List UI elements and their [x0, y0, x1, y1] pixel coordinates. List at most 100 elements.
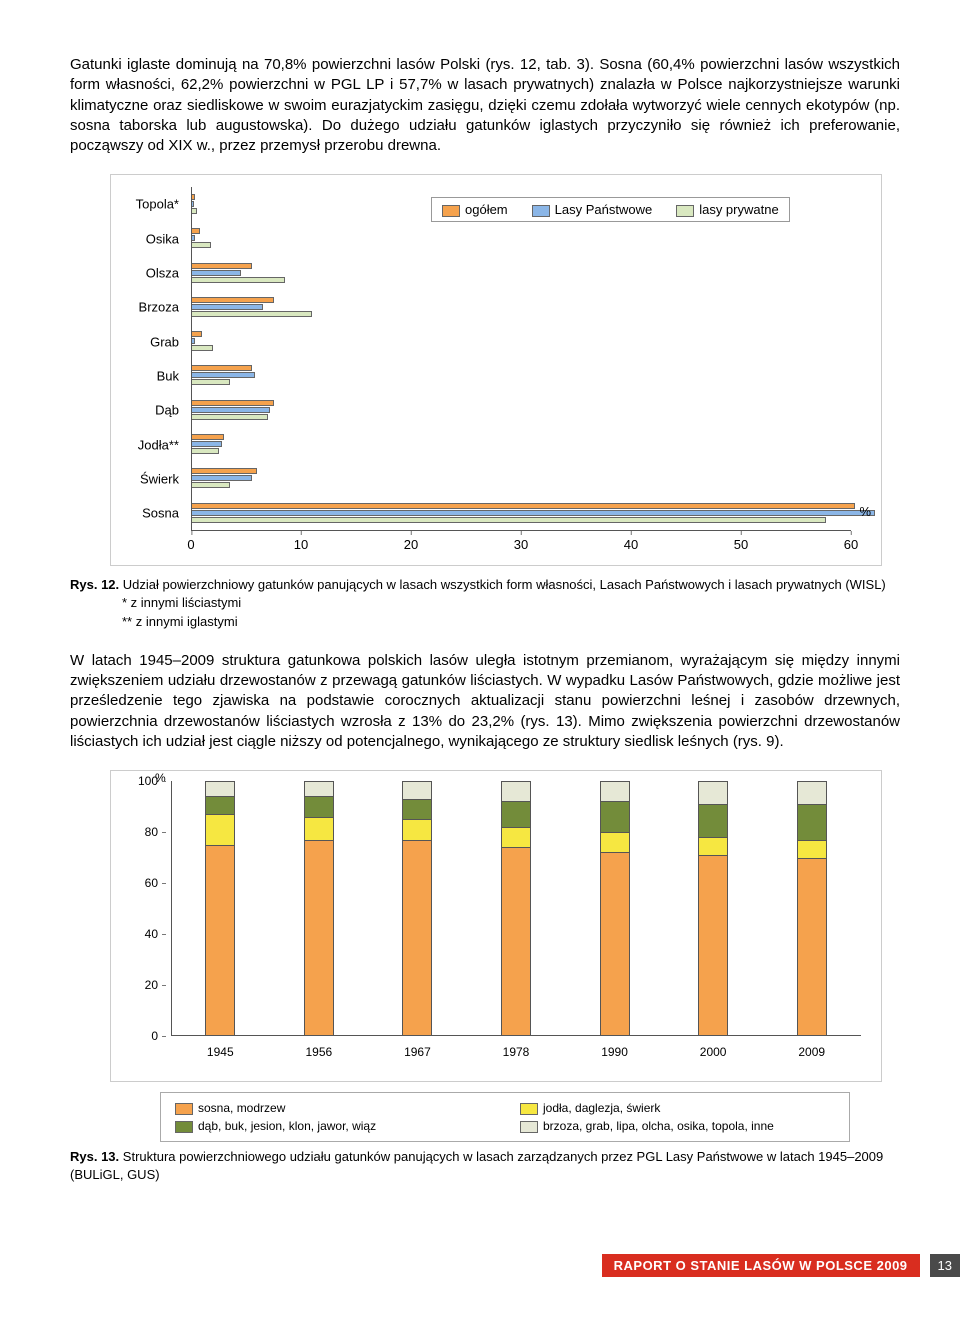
percent-sign: % [859, 504, 871, 519]
column-segment [797, 840, 827, 858]
chart1-bar [191, 228, 200, 234]
column-segment [402, 819, 432, 839]
chart2-xlabel: 1956 [305, 1045, 332, 1059]
column-segment [501, 781, 531, 801]
chart1-bar [191, 414, 268, 420]
column-segment [698, 855, 728, 1036]
chart2-xlabel: 1990 [601, 1045, 628, 1059]
chart1-bar [191, 517, 826, 523]
chart1-category-label: Olsza [146, 267, 179, 280]
chart2-ytick: 60 [145, 876, 158, 890]
column-segment [205, 796, 235, 814]
stacked-column [501, 781, 531, 1036]
column-segment [501, 827, 531, 847]
chart2-ytick: 20 [145, 978, 158, 992]
column-segment [797, 858, 827, 1037]
chart1-category-label: Świerk [140, 472, 179, 485]
chart2-ytick: 40 [145, 927, 158, 941]
body-paragraph-2: W latach 1945–2009 struktura gatunkowa p… [70, 651, 900, 752]
column-segment [698, 837, 728, 855]
column-segment [205, 845, 235, 1036]
legend-item: brzoza, grab, lipa, olcha, osika, topola… [520, 1119, 835, 1133]
chart1-bar [191, 400, 274, 406]
chart1-bar [191, 345, 213, 351]
chart2-xlabel: 1978 [503, 1045, 530, 1059]
column-segment [600, 781, 630, 801]
legend-item: Lasy Państwowe [532, 202, 653, 217]
legend-item: dąb, buk, jesion, klon, jawor, wiąz [175, 1119, 490, 1133]
legend-item: ogółem [442, 202, 508, 217]
column-segment [797, 781, 827, 804]
column-segment [600, 852, 630, 1036]
chart1-category-label: Sosna [142, 507, 179, 520]
column-segment [698, 781, 728, 804]
chart1-category-label: Jodła** [138, 438, 179, 451]
column-segment [304, 840, 334, 1036]
chart1-xtick: 40 [624, 537, 638, 552]
chart1-xtick: 60 [844, 537, 858, 552]
chart1-bar [191, 297, 274, 303]
chart2-xlabel: 2000 [700, 1045, 727, 1059]
chart1-bar [191, 407, 270, 413]
chart1-xtick: 30 [514, 537, 528, 552]
chart1-xtick: 0 [187, 537, 194, 552]
chart2-legend: sosna, modrzewjodła, daglezja, świerkdąb… [160, 1092, 850, 1142]
column-segment [304, 781, 334, 796]
chart1-bar [191, 503, 855, 509]
chart1-bar [191, 331, 202, 337]
column-segment [402, 840, 432, 1036]
column-segment [600, 832, 630, 852]
intro-paragraph: Gatunki iglaste dominują na 70,8% powier… [70, 55, 900, 156]
chart2-xlabel: 1945 [207, 1045, 234, 1059]
stacked-column [797, 781, 827, 1036]
stacked-column [698, 781, 728, 1036]
chart2-xlabel: 1967 [404, 1045, 431, 1059]
chart1-bar [191, 304, 263, 310]
stacked-column [304, 781, 334, 1036]
column-segment [205, 781, 235, 796]
footer-title: RAPORT O STANIE LASÓW W POLSCE 2009 [602, 1254, 920, 1277]
chart1-xtick: 50 [734, 537, 748, 552]
chart1-bar [191, 448, 219, 454]
chart1-bar [191, 475, 252, 481]
stacked-column [600, 781, 630, 1036]
fig12-caption: Rys. 12. Udział powierzchniowy gatunków … [70, 576, 900, 631]
legend-item: jodła, daglezja, świerk [520, 1101, 835, 1115]
chart1-category-label: Buk [157, 369, 179, 382]
species-structure-chart: % 020406080100 1945195619671978199020002… [110, 770, 882, 1082]
chart1-bar [191, 379, 230, 385]
chart1-legend: ogółem Lasy Państwowe lasy prywatne [431, 197, 790, 222]
legend-item: lasy prywatne [676, 202, 778, 217]
stacked-column [402, 781, 432, 1036]
chart1-category-label: Brzoza [139, 301, 179, 314]
chart1-category-label: Osika [146, 232, 179, 245]
column-segment [797, 804, 827, 840]
column-segment [501, 847, 531, 1036]
column-segment [304, 817, 334, 840]
chart1-category-label: Topola* [136, 198, 179, 211]
chart2-xlabel: 2009 [798, 1045, 825, 1059]
column-segment [205, 814, 235, 845]
chart1-bar [191, 263, 252, 269]
chart1-bar [191, 270, 241, 276]
chart1-xtick: 20 [404, 537, 418, 552]
column-segment [600, 801, 630, 832]
column-segment [402, 799, 432, 819]
chart2-ytick: 0 [151, 1029, 158, 1043]
chart1-bar [191, 468, 257, 474]
chart1-bar [191, 510, 875, 516]
chart1-bar [191, 311, 312, 317]
page-number: 13 [930, 1254, 960, 1277]
column-segment [501, 801, 531, 827]
chart1-category-label: Dąb [155, 404, 179, 417]
chart1-category-label: Grab [150, 335, 179, 348]
species-share-chart: Topola* Osika Olsza Brzoza Grab Buk Dąb Jodła**… [110, 174, 882, 566]
column-segment [304, 796, 334, 816]
fig13-caption: Rys. 13. Struktura powierzchniowego udzi… [70, 1148, 900, 1184]
chart1-bar [191, 441, 222, 447]
column-segment [402, 781, 432, 799]
chart2-ytick: 80 [145, 825, 158, 839]
chart1-bar [191, 372, 255, 378]
chart1-bar [191, 434, 224, 440]
chart1-bar [191, 365, 252, 371]
